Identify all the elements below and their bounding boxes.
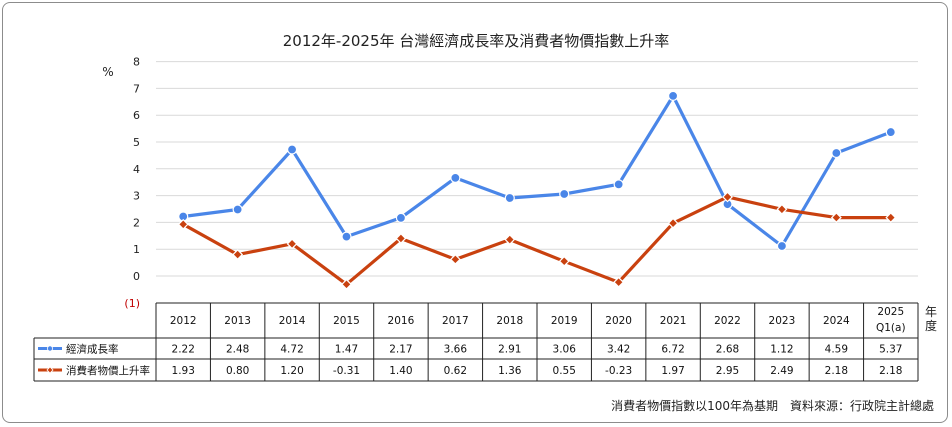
y-tick-label: 8 bbox=[133, 56, 140, 69]
x-category-label: 2019 bbox=[551, 315, 578, 327]
data-label: -0.31 bbox=[333, 365, 360, 377]
series-line-1 bbox=[181, 94, 893, 248]
data-point bbox=[722, 191, 733, 203]
data-label: 1.36 bbox=[498, 365, 522, 377]
y-tick-label: 2 bbox=[133, 216, 140, 229]
data-label: 2.17 bbox=[389, 344, 412, 356]
data-label: 1.20 bbox=[280, 365, 303, 377]
data-label: 0.62 bbox=[444, 365, 467, 377]
data-point bbox=[232, 249, 244, 261]
x-category-label: 2014 bbox=[279, 315, 306, 327]
data-label: 1.93 bbox=[172, 365, 195, 377]
data-point bbox=[286, 238, 298, 250]
data-point bbox=[341, 231, 352, 242]
data-label: 5.37 bbox=[879, 344, 902, 356]
data-label: 0.80 bbox=[226, 365, 249, 377]
series-line-2 bbox=[181, 195, 893, 286]
data-label: 2.49 bbox=[770, 365, 793, 377]
data-label: 3.06 bbox=[553, 344, 577, 356]
x-category-label: 2015 bbox=[333, 315, 360, 327]
data-point bbox=[395, 233, 407, 244]
x-category-label: 2012 bbox=[170, 315, 197, 327]
y-tick-label: 4 bbox=[133, 163, 140, 176]
data-label: 2.68 bbox=[716, 344, 739, 356]
data-label: 3.66 bbox=[444, 344, 468, 356]
data-label: 1.47 bbox=[335, 344, 358, 356]
data-point bbox=[776, 203, 788, 215]
x-axis-label: 年 bbox=[925, 305, 937, 319]
data-point bbox=[613, 276, 625, 288]
data-label: 2.48 bbox=[226, 344, 249, 356]
series-markers bbox=[177, 90, 897, 290]
data-point bbox=[558, 255, 570, 267]
data-point bbox=[504, 234, 516, 246]
legend-series-name: 經濟成長率 bbox=[66, 343, 119, 356]
data-label: -0.23 bbox=[605, 365, 632, 377]
x-category-label: 2021 bbox=[660, 315, 687, 327]
y-tick-label: 6 bbox=[133, 109, 140, 122]
data-point bbox=[885, 212, 897, 224]
footnote: 消費者物價指數以100年為基期 資料來源：行政院主計總處 bbox=[611, 398, 934, 413]
data-label: 1.12 bbox=[770, 344, 793, 356]
x-category-label: 2016 bbox=[388, 315, 415, 327]
chart-title: 2012年-2025年 台灣經濟成長率及消費者物價指數上升率 bbox=[283, 32, 670, 50]
data-point bbox=[395, 212, 407, 223]
data-label: 1.97 bbox=[661, 365, 684, 377]
data-point bbox=[831, 147, 842, 159]
data-label: 2.18 bbox=[879, 365, 902, 377]
data-point bbox=[232, 204, 243, 215]
data-label: 6.72 bbox=[661, 344, 684, 356]
x-category-label: 2017 bbox=[442, 315, 469, 327]
data-label: 2.91 bbox=[498, 344, 521, 356]
data-point bbox=[504, 192, 515, 204]
data-point bbox=[667, 217, 679, 229]
data-label: 1.40 bbox=[389, 365, 412, 377]
data-label: 2.95 bbox=[716, 365, 739, 377]
data-point bbox=[667, 90, 679, 102]
data-label: 2.22 bbox=[172, 344, 195, 356]
legend-key-marker bbox=[47, 345, 54, 352]
data-point bbox=[885, 126, 896, 138]
x-category-label: Q1(a) bbox=[876, 322, 906, 334]
data-label: 4.59 bbox=[825, 344, 848, 356]
data-point bbox=[341, 278, 352, 290]
data-table: 2012 2013 2014 2015 2016 2017 2018 2019 2020 2021… bbox=[33, 302, 937, 382]
data-point bbox=[450, 172, 461, 184]
gridlines bbox=[156, 61, 918, 277]
y-tick-label: 1 bbox=[133, 243, 140, 256]
legend-series-name: 消費者物價上升率 bbox=[66, 364, 150, 377]
data-label: 2.18 bbox=[825, 365, 848, 377]
data-point bbox=[449, 253, 461, 265]
x-category-label: 2022 bbox=[714, 315, 741, 327]
data-label: 0.55 bbox=[553, 365, 576, 377]
x-axis-label: 度 bbox=[925, 318, 937, 333]
data-point bbox=[776, 240, 788, 252]
data-point bbox=[559, 188, 570, 200]
y-axis-unit-label: % bbox=[102, 65, 113, 79]
y-tick-label: 7 bbox=[133, 82, 140, 95]
x-category-label: 2025 bbox=[877, 306, 904, 318]
y-tick-label: (1) bbox=[124, 297, 140, 310]
y-axis-ticks: (1) 0 1 2 3 4 5 6 7 8 bbox=[124, 56, 140, 310]
data-label: 3.42 bbox=[607, 344, 630, 356]
y-tick-label: 3 bbox=[133, 190, 140, 203]
x-category-label: 2018 bbox=[496, 315, 523, 327]
data-point bbox=[286, 144, 298, 155]
data-point bbox=[177, 218, 189, 230]
data-point bbox=[613, 179, 624, 190]
series-lines bbox=[181, 94, 893, 286]
y-tick-label: 0 bbox=[133, 270, 140, 283]
data-point bbox=[830, 212, 842, 224]
x-category-label: 2020 bbox=[605, 315, 632, 327]
x-category-label: 2013 bbox=[224, 315, 251, 327]
y-tick-label: 5 bbox=[133, 136, 140, 149]
x-category-label: 2023 bbox=[769, 315, 796, 327]
chart-frame bbox=[2, 2, 948, 423]
data-label: 4.72 bbox=[280, 344, 303, 356]
legend-key-marker bbox=[46, 366, 54, 374]
x-category-label: 2024 bbox=[823, 315, 850, 327]
